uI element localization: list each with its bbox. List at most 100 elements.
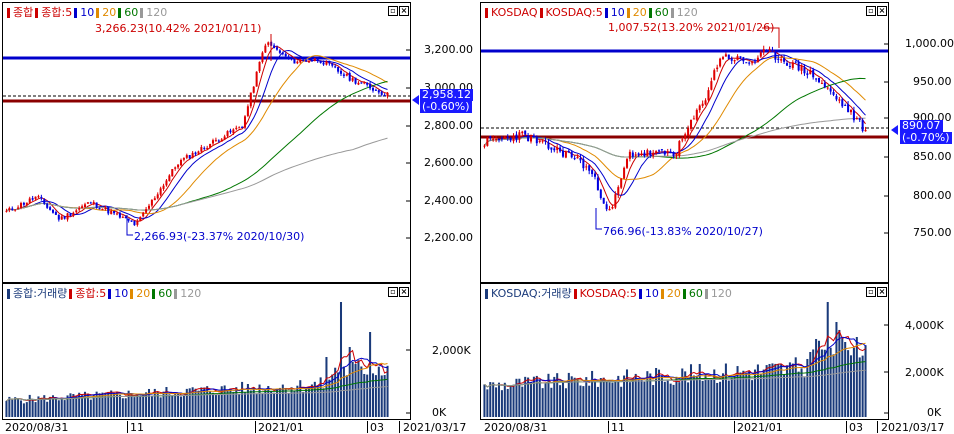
left-price-candle-body: [110, 211, 113, 214]
right-volume-legend-label[interactable]: 120: [710, 287, 732, 300]
right-volume-legend-label[interactable]: KOSDAQ:5: [579, 287, 637, 300]
left-price-candle-body: [115, 213, 119, 215]
right-price-legend-label[interactable]: 10: [610, 6, 625, 19]
right-volume-plot[interactable]: [481, 284, 888, 419]
left-price-candle-body: [386, 92, 389, 97]
right-volume-panel[interactable]: KOSDAQ:거래량 KOSDAQ:5 10 20 60 120 ▫ ×: [480, 283, 889, 420]
right-volume-volume-bar: [829, 347, 832, 417]
left-volume-legend-label[interactable]: 종합:거래량: [13, 287, 68, 300]
right-volume-legend-label[interactable]: 60: [688, 287, 703, 300]
right-volume-volume-bar: [835, 322, 838, 417]
left-price-ma5-line: [6, 45, 388, 222]
left-volume-plot[interactable]: [3, 284, 410, 419]
right-volume-volume-bar: [733, 376, 736, 417]
close-button[interactable]: ×: [399, 6, 409, 16]
right-price-candle-body: [751, 62, 754, 64]
right-price-candle-body: [582, 159, 585, 169]
left-volume-ytick: 0K: [432, 406, 447, 419]
right-price-candle-body: [570, 151, 573, 158]
left-price-plot[interactable]: [3, 3, 410, 282]
left-price-ma120-line: [6, 137, 388, 212]
right-price-candle-body: [559, 147, 562, 152]
right-price-candle-body: [745, 62, 748, 64]
right-price-legend-label[interactable]: 60: [654, 6, 669, 19]
left-volume-legend-label[interactable]: 10: [114, 287, 129, 300]
left-volume-volume-bar: [179, 396, 183, 417]
left-price-legend-swatch: [96, 8, 100, 18]
right-volume-volume-bar: [678, 382, 681, 417]
right-price-candle-body: [858, 118, 861, 120]
left-price-legend-label[interactable]: 120: [146, 6, 168, 19]
left-volume-volume-bar: [104, 392, 107, 417]
right-low-annotation: 766.96(-13.83% 2020/10/27): [603, 225, 763, 238]
left-volume-volume-bar: [235, 387, 238, 417]
left-price-legend-label[interactable]: 종합:5: [41, 6, 73, 19]
right-price-candle-body: [535, 137, 538, 144]
right-price-legend-label[interactable]: 120: [676, 6, 698, 19]
right-volume-volume-bar: [535, 375, 538, 417]
left-price-legend-label[interactable]: 10: [80, 6, 95, 19]
right-volume-legend-label[interactable]: KOSDAQ:거래량: [491, 287, 572, 300]
right-volume-volume-bar: [861, 355, 864, 417]
right-price-candle-body: [602, 197, 605, 204]
right-price-legend-label[interactable]: KOSDAQ: [491, 6, 538, 19]
left-price-candle-body: [214, 139, 217, 141]
left-volume-volume-bar: [348, 347, 351, 417]
left-volume-volume-bar: [302, 391, 305, 417]
right-price-candle-body: [561, 150, 565, 157]
restore-button[interactable]: ▫: [866, 6, 876, 16]
right-volume-volume-bar: [631, 377, 634, 417]
left-volume-legend-label[interactable]: 종합:5: [75, 287, 107, 300]
right-price-candle-body: [692, 118, 695, 120]
left-volume-volume-bar: [147, 388, 151, 417]
right-volume-volume-bar: [739, 372, 742, 417]
left-volume-volume-bar: [40, 398, 43, 417]
right-volume-volume-bar: [742, 370, 745, 417]
close-button[interactable]: ×: [877, 6, 887, 16]
left-volume-volume-bar: [142, 394, 145, 417]
left-price-candle-body: [177, 164, 180, 168]
left-volume-legend-label[interactable]: 20: [136, 287, 151, 300]
left-price-legend-label[interactable]: 종합: [13, 6, 34, 19]
left-price-legend-label[interactable]: 60: [124, 6, 139, 19]
right-volume-legend-label[interactable]: 20: [666, 287, 681, 300]
right-price-legend-label[interactable]: 20: [632, 6, 647, 19]
right-price-candle-body: [492, 138, 495, 140]
left-volume-volume-bar: [107, 391, 110, 417]
left-price-candle-body: [162, 185, 165, 189]
right-volume-legend-label[interactable]: 10: [644, 287, 659, 300]
restore-button[interactable]: ▫: [866, 287, 876, 297]
left-price-panel[interactable]: 종합 종합:5 10 20 60 120 ▫ ×: [2, 2, 411, 283]
left-price-candle-body: [34, 196, 37, 200]
left-volume-volume-bar: [136, 395, 139, 417]
close-button[interactable]: ×: [877, 287, 887, 297]
right-price-plot[interactable]: [481, 3, 888, 282]
right-volume-volume-bar: [672, 384, 675, 417]
right-price-legend-label[interactable]: KOSDAQ:5: [545, 6, 603, 19]
restore-button[interactable]: ▫: [388, 287, 398, 297]
left-price-candle-body: [255, 71, 258, 87]
left-volume-volume-bar: [25, 402, 28, 417]
left-price-legend-label[interactable]: 20: [102, 6, 117, 19]
left-volume-window-buttons: ▫ ×: [388, 287, 409, 297]
close-button[interactable]: ×: [399, 287, 409, 297]
right-volume-legend-swatch: [682, 289, 686, 299]
right-volume-volume-bar: [844, 342, 847, 417]
restore-button[interactable]: ▫: [388, 6, 398, 16]
left-volume-volume-bar: [337, 372, 340, 417]
left-volume-panel[interactable]: 종합:거래량 종합:5 10 20 60 120 ▫ ×: [2, 283, 411, 420]
left-volume-volume-bar: [177, 393, 180, 417]
left-price-candle-body: [127, 218, 130, 221]
left-price-candle-body: [43, 199, 46, 204]
left-price-candle-body: [14, 209, 17, 211]
left-volume-volume-bar: [188, 388, 191, 417]
left-volume-legend-label[interactable]: 60: [158, 287, 173, 300]
right-price-candle-body: [550, 147, 553, 150]
right-price-candle-body: [579, 158, 582, 161]
right-price-candle-body: [777, 58, 780, 60]
right-price-candle-body: [521, 131, 524, 134]
left-volume-legend-label[interactable]: 120: [180, 287, 202, 300]
left-volume-volume-bar: [334, 367, 337, 417]
right-price-panel[interactable]: KOSDAQ KOSDAQ:5 10 20 60 120 ▫ ×: [480, 2, 889, 283]
right-volume-volume-bar: [652, 385, 655, 417]
